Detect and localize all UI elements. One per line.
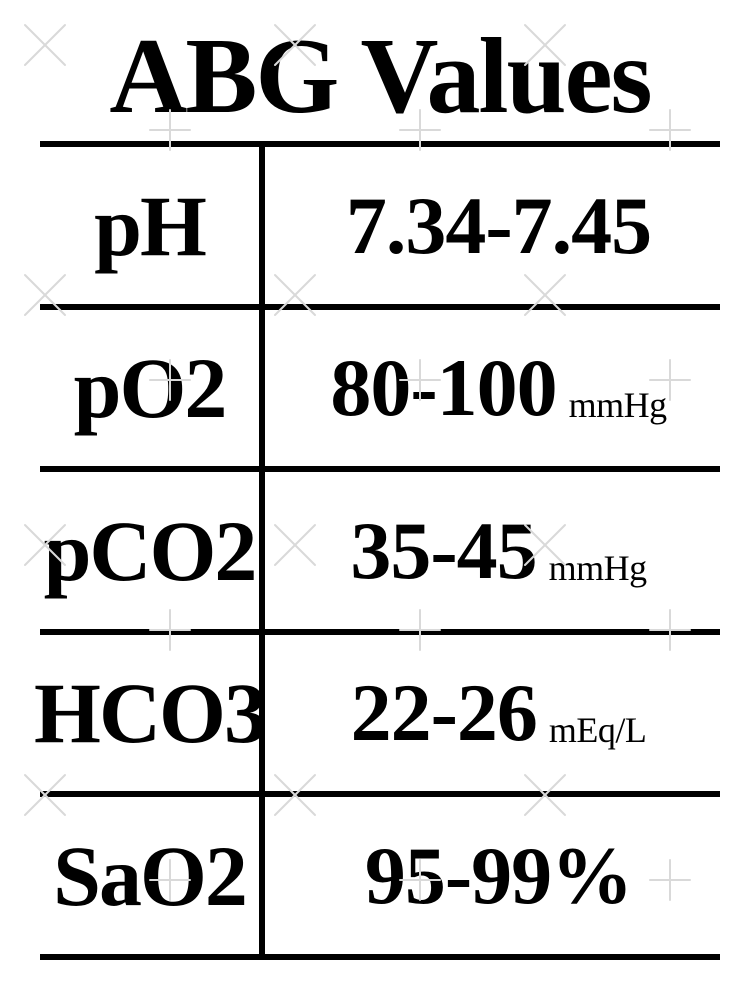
page-title: ABG Values <box>40 20 720 133</box>
table-row: pCO2 35-45 mmHg <box>40 472 720 635</box>
row-value-cell: 35-45 mmHg <box>265 510 720 592</box>
row-value: 22-26 <box>351 672 537 754</box>
abg-values-card: ABG Values pH 7.34-7.45 pO2 80-100 mmHg … <box>0 0 750 1000</box>
row-label: pCO2 <box>40 472 265 629</box>
row-unit: mEq/L <box>549 712 646 748</box>
row-label: HCO3 <box>40 635 265 792</box>
row-value-cell: 7.34-7.45 <box>265 185 720 267</box>
row-value: 95-99% <box>365 835 632 917</box>
table-row: SaO2 95-99% <box>40 797 720 960</box>
row-label: pO2 <box>40 310 265 467</box>
row-label: SaO2 <box>40 797 265 954</box>
table-row: HCO3 22-26 mEq/L <box>40 635 720 798</box>
row-unit: mmHg <box>569 387 667 423</box>
row-value: 80-100 <box>330 347 556 429</box>
table-row: pO2 80-100 mmHg <box>40 310 720 473</box>
row-value: 7.34-7.45 <box>346 185 651 267</box>
row-value-cell: 95-99% <box>265 835 720 917</box>
table-row: pH 7.34-7.45 <box>40 147 720 310</box>
values-table: pH 7.34-7.45 pO2 80-100 mmHg pCO2 35-45 … <box>40 147 720 960</box>
row-label: pH <box>40 147 265 304</box>
row-unit: mmHg <box>549 550 647 586</box>
row-value-cell: 80-100 mmHg <box>265 347 720 429</box>
row-value-cell: 22-26 mEq/L <box>265 672 720 754</box>
row-value: 35-45 <box>350 510 536 592</box>
